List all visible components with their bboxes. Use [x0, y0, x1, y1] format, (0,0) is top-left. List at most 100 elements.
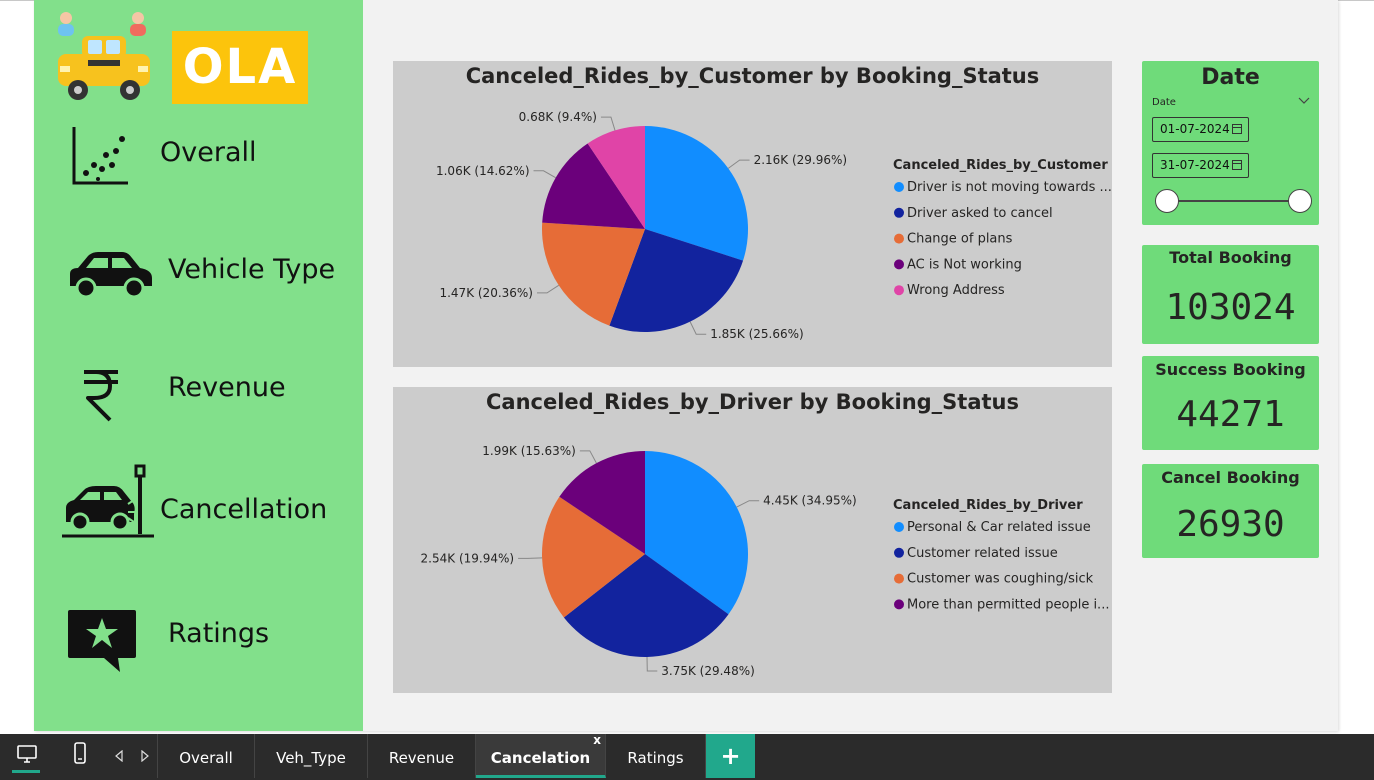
date-range-track — [1168, 200, 1300, 202]
car-icon — [70, 252, 152, 299]
legend-item[interactable]: Customer related issue — [907, 546, 1058, 561]
legend-item[interactable]: Customer was coughing/sick — [907, 572, 1094, 587]
slice-leader-line — [736, 500, 760, 508]
pie-chart-driver[interactable]: 4.45K (34.95%) 3.75K (29.48%) 2.54K (19.94… — [393, 387, 1112, 693]
legend-title: Canceled_Rides_by_Driver — [893, 498, 1083, 513]
desktop-view-button[interactable] — [0, 734, 52, 778]
nav-item-ratings[interactable]: Ratings — [34, 600, 363, 690]
pie-slice[interactable] — [559, 451, 645, 554]
tab-ratings[interactable]: Ratings — [606, 734, 706, 778]
slice-leader-line — [600, 116, 616, 131]
pie-chart-customer[interactable]: 2.16K (29.96%) 1.85K (25.66%) 1.47K (20.36… — [393, 61, 1112, 367]
tab-revenue[interactable]: Revenue — [368, 734, 476, 778]
monitor-icon — [17, 745, 37, 763]
tab-veh-type[interactable]: Veh_Type — [255, 734, 368, 778]
date-field-label: Date — [1152, 97, 1176, 108]
legend-marker — [894, 285, 904, 296]
chart-title-driver: Canceled_Rides_by_Driver by Booking_Stat… — [485, 390, 1019, 414]
success-booking-card: Success Booking 44271 — [1142, 356, 1319, 450]
chevron-down-icon[interactable] — [1298, 97, 1310, 105]
legend-marker — [894, 259, 904, 270]
date-slicer[interactable]: Date Date 01-07-2024 31-07-2024 — [1142, 61, 1319, 225]
date-range-end-handle[interactable] — [1288, 189, 1312, 213]
nav-label-overall: Overall — [160, 137, 257, 168]
nav-label-ratings: Ratings — [168, 618, 270, 649]
pie-slice[interactable] — [563, 554, 729, 657]
pie-slice[interactable] — [542, 496, 645, 618]
legend-item[interactable]: More than permitted people i... — [907, 597, 1109, 612]
legend-marker — [894, 547, 904, 558]
date-range-start-handle[interactable] — [1155, 189, 1179, 213]
phone-icon — [74, 742, 86, 764]
slice-data-label: 1.85K (25.66%) — [710, 327, 804, 341]
legend-item[interactable]: Driver is not moving towards ... — [907, 180, 1112, 195]
slice-data-label: 1.06K (14.62%) — [436, 164, 530, 178]
chevron-right-icon[interactable] — [140, 750, 150, 762]
nav-label-vehicle-type: Vehicle Type — [168, 254, 336, 285]
slice-data-label: 2.16K (29.96%) — [754, 153, 848, 167]
cancel-booking-value: 26930 — [1176, 504, 1285, 545]
nav-item-cancellation[interactable]: Cancellation — [34, 460, 363, 550]
legend-marker — [894, 599, 904, 610]
chevron-left-icon[interactable] — [114, 750, 124, 762]
legend-item[interactable]: AC is Not working — [907, 257, 1022, 272]
cancel-booking-card: Cancel Booking 26930 — [1142, 464, 1319, 558]
page-tab-bar: Overall Veh_Type Revenue Cancelation x R… — [0, 733, 1374, 780]
slice-leader-line — [537, 284, 560, 294]
chart-panel-driver[interactable]: Canceled_Rides_by_Driver by Booking_Stat… — [393, 387, 1112, 693]
taxi-logo-icon — [58, 12, 150, 100]
tab-cancelation[interactable]: Cancelation x — [476, 733, 606, 778]
star-chat-icon — [68, 610, 136, 672]
mobile-view-button[interactable] — [60, 734, 100, 778]
slice-leader-line — [727, 159, 750, 169]
legend-marker — [894, 207, 904, 218]
legend-marker — [894, 182, 904, 192]
pie-slice[interactable] — [587, 126, 645, 229]
pie-slice[interactable] — [609, 229, 744, 332]
slice-leader-line — [689, 321, 707, 335]
legend-item[interactable]: Change of plans — [907, 232, 1013, 247]
calendar-icon[interactable] — [1232, 160, 1242, 170]
slice-leader-line — [533, 170, 556, 179]
ola-logo: OLA — [172, 31, 308, 104]
date-slicer-title: Date — [1201, 65, 1260, 90]
nav-item-vehicle-type[interactable]: Vehicle Type — [34, 230, 363, 320]
success-booking-title: Success Booking — [1155, 360, 1306, 379]
slice-data-label: 3.75K (29.48%) — [661, 664, 755, 678]
total-booking-value: 103024 — [1165, 287, 1296, 328]
sidebar-nav: OLA Overall Vehicle Type Revenue — [34, 0, 363, 731]
legend-item[interactable]: Personal & Car related issue — [907, 520, 1091, 535]
rupee-icon — [84, 370, 118, 422]
slice-leader-line — [579, 450, 597, 464]
start-date-value: 01-07-2024 — [1160, 122, 1230, 136]
close-tab-icon[interactable]: x — [593, 733, 601, 747]
slice-leader-line — [518, 557, 543, 559]
slice-data-label: 0.68K (9.4%) — [519, 110, 597, 124]
slice-data-label: 1.47K (20.36%) — [439, 286, 533, 300]
ola-logo-text: OLA — [182, 39, 298, 95]
pie-slice[interactable] — [645, 451, 748, 615]
pie-slice[interactable] — [542, 222, 645, 326]
tab-overall[interactable]: Overall — [158, 734, 255, 778]
start-date-input[interactable]: 01-07-2024 — [1152, 117, 1249, 142]
car-crash-icon — [62, 464, 154, 538]
success-booking-value: 44271 — [1176, 394, 1285, 435]
nav-item-revenue[interactable]: Revenue — [34, 350, 363, 440]
nav-item-overall[interactable]: Overall — [34, 115, 363, 205]
add-page-button[interactable]: + — [706, 734, 755, 778]
calendar-icon[interactable] — [1232, 124, 1242, 134]
cancel-booking-title: Cancel Booking — [1161, 468, 1300, 487]
legend-item[interactable]: Wrong Address — [907, 283, 1005, 298]
legend-item[interactable]: Driver asked to cancel — [907, 206, 1053, 221]
legend-title: Canceled_Rides_by_Customer — [893, 158, 1108, 173]
slice-data-label: 4.45K (34.95%) — [763, 494, 857, 508]
chart-panel-customer[interactable]: Canceled_Rides_by_Customer by Booking_St… — [393, 61, 1112, 367]
chart-title-customer: Canceled_Rides_by_Customer by Booking_St… — [465, 64, 1040, 88]
pie-slice[interactable] — [645, 126, 748, 261]
desktop-view-indicator — [12, 770, 40, 773]
tab-divider — [157, 734, 158, 778]
slice-data-label: 2.54K (19.94%) — [421, 551, 515, 565]
pie-slice[interactable] — [542, 143, 645, 229]
end-date-input[interactable]: 31-07-2024 — [1152, 153, 1249, 178]
nav-label-cancellation: Cancellation — [160, 494, 328, 525]
